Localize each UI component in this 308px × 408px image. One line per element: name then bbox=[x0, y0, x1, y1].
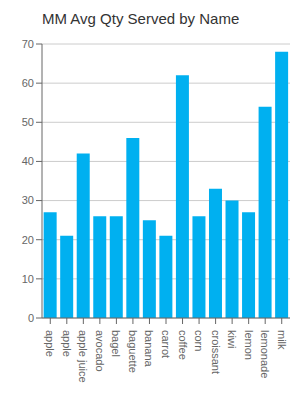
svg-text:20: 20 bbox=[22, 234, 34, 246]
svg-text:kiwi: kiwi bbox=[226, 330, 238, 348]
svg-text:carrot: carrot bbox=[160, 330, 172, 358]
svg-text:lemon: lemon bbox=[243, 330, 255, 360]
svg-text:baguette: baguette bbox=[127, 330, 139, 373]
svg-text:apple: apple bbox=[44, 330, 56, 357]
html-text:MM Avg Qty Served by Name: MM Avg Qty Served by Name bbox=[42, 10, 240, 27]
svg-text:apple: apple bbox=[61, 330, 73, 357]
svg-text:banana: banana bbox=[143, 330, 155, 368]
svg-text:bagel: bagel bbox=[110, 330, 122, 357]
svg-text:corn: corn bbox=[193, 330, 205, 351]
svg-text:croissant: croissant bbox=[210, 330, 222, 374]
svg-text:apple juice: apple juice bbox=[77, 330, 89, 383]
svg-text:10: 10 bbox=[22, 273, 34, 285]
svg-text:lemonade: lemonade bbox=[259, 330, 271, 378]
svg-text:milk: milk bbox=[276, 330, 288, 350]
svg-text:coffee: coffee bbox=[177, 330, 189, 360]
svg-text:40: 40 bbox=[22, 155, 34, 167]
svg-text:70: 70 bbox=[22, 38, 34, 50]
svg-text:avocado: avocado bbox=[94, 330, 106, 372]
svg-text:0: 0 bbox=[28, 312, 34, 324]
svg-text:50: 50 bbox=[22, 116, 34, 128]
svg-text:60: 60 bbox=[22, 77, 34, 89]
svg-text:30: 30 bbox=[22, 194, 34, 206]
